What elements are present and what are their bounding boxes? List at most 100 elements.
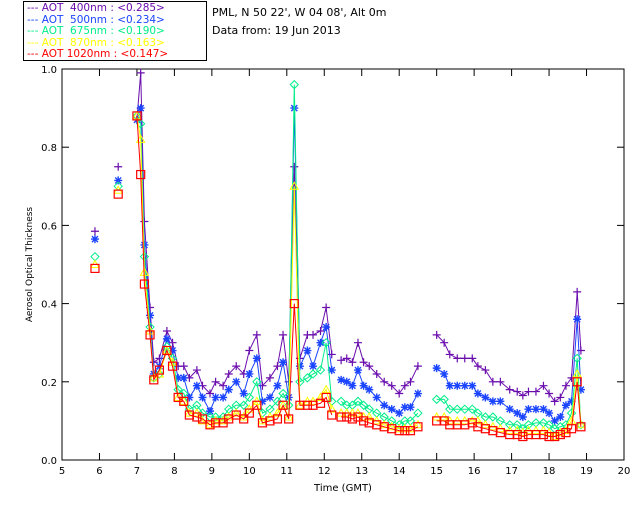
data-point-square [145,330,155,340]
data-point-asterisk [239,389,248,398]
data-point-triangle [289,181,300,190]
data-point-asterisk [556,412,565,421]
plot-frame [61,68,625,461]
series-line [136,107,582,422]
data-point-plus [90,227,99,236]
data-point-diamond [289,79,300,90]
data-point-asterisk [224,385,233,394]
data-point-diamond [431,394,442,405]
data-point-diamond [413,408,423,418]
x-tick-label: 10 [243,466,256,477]
data-point-square [205,420,215,430]
data-point-asterisk [179,373,188,382]
data-point-asterisk [337,375,346,384]
data-point-asterisk [327,366,336,375]
data-point-plus [252,330,261,339]
chart-legend: --- AOT 400nm : <0.285> --- AOT 500nm : <… [23,1,207,61]
data-point-asterisk [460,381,469,390]
data-point-asterisk [348,381,357,390]
data-point-square [394,426,404,436]
data-point-plus [556,393,565,402]
data-point-plus [211,377,220,386]
data-point-square [315,398,326,408]
data-point-asterisk [211,393,220,402]
data-point-diamond [358,400,369,410]
legend-entry: --- AOT 1020nm : <0.147> [27,48,169,60]
data-point-asterisk [232,377,241,386]
data-point-square [272,414,283,424]
data-point-square [136,169,146,180]
data-point-plus [316,326,325,335]
data-point-plus [290,162,299,171]
data-point-asterisk [453,381,462,390]
data-point-square [302,400,313,410]
data-point-square [518,431,528,442]
data-point-plus [524,387,533,396]
data-point-asterisk [524,405,533,414]
data-point-asterisk [353,366,362,375]
data-point-diamond [308,369,318,379]
data-point-asterisk [400,403,409,412]
data-point-plus [513,387,522,396]
data-point-plus [232,362,241,371]
data-point-triangle [576,419,586,429]
data-point-diamond [272,396,283,407]
data-point-square [90,263,100,274]
data-point-square [550,431,560,442]
x-tick-label: 20 [618,466,631,477]
data-point-triangle [278,400,288,409]
data-point-diamond [460,404,470,414]
data-point-square [149,375,159,385]
data-point-asterisk [496,397,505,406]
series-aot-500nm [90,104,585,425]
data-point-square [544,431,554,442]
data-point-plus [114,162,123,171]
x-tick-label: 11 [280,466,293,477]
data-point-plus [387,381,396,390]
series-line [136,72,582,403]
data-point-asterisk [185,393,194,402]
data-point-plus [348,358,357,367]
data-point-asterisk [372,393,381,402]
data-point-square [321,392,331,403]
data-point-plus [140,217,149,226]
data-point-asterisk [413,389,422,398]
data-point-asterisk [136,104,145,113]
data-point-asterisk [445,381,454,390]
x-tick-label: 14 [393,466,406,477]
data-point-diamond [488,412,498,422]
data-point-asterisk [279,358,288,367]
data-point-diamond [512,420,522,430]
data-point-diamond [336,396,346,407]
data-point-diamond [239,400,249,410]
data-point-plus [531,387,540,396]
data-point-asterisk [162,334,171,343]
y-tick-label: 1.0 [41,65,57,76]
data-point-plus [265,373,274,382]
data-point-plus [413,362,422,371]
data-point-plus [561,381,570,390]
data-point-plus [179,362,188,371]
data-point-plus [372,369,381,378]
series-line [136,115,582,438]
x-tick-label: 8 [171,466,177,477]
x-tick-label: 18 [543,466,556,477]
data-point-diamond [572,353,582,364]
data-point-square [566,424,577,434]
data-point-plus [149,358,158,367]
data-point-square [572,377,582,387]
data-point-diamond [154,369,165,379]
data-point-plus [258,381,267,390]
data-point-asterisk [303,346,312,355]
data-point-plus [460,354,469,363]
x-tick-label: 6 [96,466,102,477]
data-point-asterisk [365,385,374,394]
y-tick-label: 0.2 [41,378,57,389]
data-point-triangle [467,415,478,425]
data-point-square [336,412,346,422]
data-point-asterisk [322,323,331,332]
x-tick-label: 17 [505,466,518,477]
data-point-plus [573,287,582,296]
y-tick-label: 0.4 [41,300,57,311]
data-point-plus [380,377,389,386]
